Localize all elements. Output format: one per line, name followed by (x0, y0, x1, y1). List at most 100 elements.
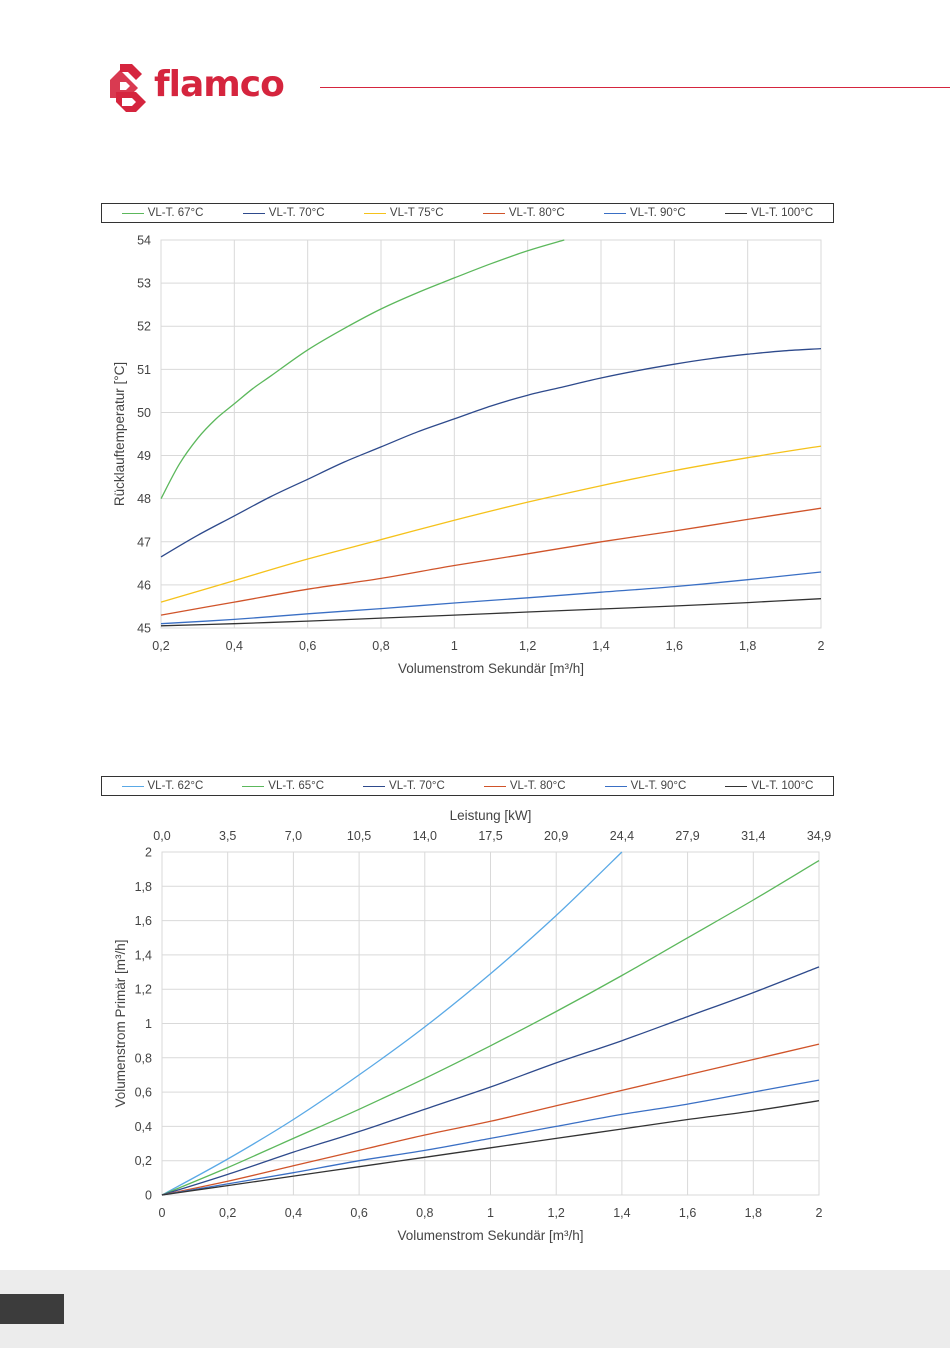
x-tick-label: 0,8 (416, 1206, 433, 1220)
series-line (161, 860, 820, 1196)
series-line (160, 507, 822, 616)
x2-tick-label: 14,0 (413, 829, 437, 843)
x-tick-label: 0,2 (219, 1206, 236, 1220)
x2-tick-label: 31,4 (741, 829, 765, 843)
footer-band (0, 1270, 950, 1348)
x-tick-label: 0,4 (226, 639, 243, 653)
y-tick-label: 46 (137, 578, 151, 592)
y-tick-label: 1 (145, 1017, 152, 1031)
legend-label: VL-T. 70°C (389, 780, 445, 792)
chart2-primary-flow: 0 0,2 0,4 0,6 0,8 1 1,2 1,4 1,6 1,8 2 0 0,2 0,4 0,6 0,8… (113, 808, 831, 1243)
x2-tick-label: 34,9 (807, 829, 831, 843)
x-tick-label: 0,2 (152, 639, 169, 653)
y-tick-label: 54 (137, 234, 151, 248)
x-tick-label: 1 (487, 1206, 494, 1220)
x2-tick-label: 0,0 (153, 829, 170, 843)
y-tick-label: 2 (145, 846, 152, 860)
legend-item: VL-T. 90°C (604, 207, 686, 219)
x-tick-label: 1,4 (592, 639, 609, 653)
y-tick-label: 52 (137, 320, 151, 334)
legend-swatch (121, 785, 144, 787)
legend-label: VL-T. 100°C (751, 207, 814, 219)
x-tick-label: 1,2 (548, 1206, 565, 1220)
legend-item: VL-T. 80°C (482, 207, 565, 219)
legend-item: VL-T. 80°C (483, 780, 566, 792)
legend-item: VL-T. 70°C (363, 780, 445, 792)
y-axis-label: Volumenstrom Primär [m³/h] (113, 939, 128, 1107)
plot-area (160, 239, 822, 629)
x-axis-label: Volumenstrom Sekundär [m³/h] (398, 661, 584, 676)
legend-label: VL-T. 80°C (508, 207, 565, 219)
x-tick-label: 0,6 (299, 639, 316, 653)
legend-swatch (604, 785, 627, 787)
series-line (160, 239, 565, 500)
x2-tick-label: 7,0 (285, 829, 302, 843)
series-line (160, 445, 822, 603)
legend-item: VL-T. 70°C (242, 207, 325, 219)
x-tick-label: 2 (818, 639, 825, 653)
legend-label: VL-T. 80°C (509, 780, 566, 792)
series-line (161, 1043, 820, 1196)
x-axis-label: Volumenstrom Sekundär [m³/h] (397, 1228, 583, 1243)
y-tick-label: 45 (137, 622, 151, 636)
legend-swatch (725, 785, 748, 787)
x2-tick-label: 27,9 (675, 829, 699, 843)
legend-swatch (363, 212, 386, 214)
legend-swatch (725, 212, 748, 214)
x2-tick-label: 3,5 (219, 829, 236, 843)
x-tick-label: 1,2 (519, 639, 536, 653)
y-tick-label: 48 (137, 492, 151, 506)
flamco-logo: flamco (106, 60, 296, 116)
x2-axis-label: Leistung [kW] (450, 808, 532, 823)
legend-item: VL-T. 65°C (242, 780, 324, 792)
chart2-legend: VL-T. 62°C VL-T. 65°C VL-T. 70°C VL-T. 80°C… (101, 776, 834, 796)
series-line (161, 1079, 820, 1196)
legend-swatch (242, 212, 265, 214)
y-tick-label: 1,6 (135, 914, 152, 928)
legend-swatch (242, 785, 265, 787)
y-tick-label: 50 (137, 406, 151, 420)
legend-label: VL-T. 62°C (147, 780, 204, 792)
legend-item: VL-T. 100°C (725, 207, 813, 219)
x2-tick-label: 10,5 (347, 829, 371, 843)
series-line (160, 571, 822, 625)
legend-label: VL-T. 65°C (268, 780, 325, 792)
x-tick-label: 0,6 (350, 1206, 367, 1220)
legend-item: VL-T. 90°C (604, 780, 687, 792)
y-tick-label: 47 (137, 535, 151, 549)
x2-tick-label: 17,5 (478, 829, 502, 843)
y-tick-label: 0,8 (135, 1051, 152, 1065)
brand-name: flamco (154, 64, 285, 105)
legend-label: VL-T. 90°C (630, 780, 687, 792)
x-tick-label: 1 (451, 639, 458, 653)
y-tick-label: 49 (137, 449, 151, 463)
series-line (161, 966, 820, 1196)
x-tick-label: 1,8 (739, 639, 756, 653)
legend-swatch (482, 212, 505, 214)
legend-label: VL-T. 70°C (268, 207, 325, 219)
legend-item: VL-T 75°C (363, 207, 444, 219)
x-tick-label: 1,8 (745, 1206, 762, 1220)
y-tick-label: 0,6 (135, 1086, 152, 1100)
x-tick-label: 0,4 (285, 1206, 302, 1220)
legend-label: VL-T 75°C (389, 207, 444, 219)
chart1-return-temperature: 0,2 0,4 0,6 0,8 1 1,2 1,4 1,6 1,8 2 45 46 47 48 49 50 51… (112, 234, 825, 677)
legend-label: VL-T. 90°C (630, 207, 686, 219)
y-tick-label: 53 (137, 277, 151, 291)
legend-swatch (604, 212, 626, 214)
y-tick-label: 1,8 (135, 880, 152, 894)
x-tick-label: 0 (159, 1206, 166, 1220)
x2-tick-label: 24,4 (610, 829, 634, 843)
header-rule (320, 87, 950, 88)
x2-tick-label: 20,9 (544, 829, 568, 843)
flamco-logo-mark-icon (110, 64, 146, 112)
x-tick-label: 0,8 (372, 639, 389, 653)
legend-item: VL-T. 100°C (725, 780, 813, 792)
y-tick-label: 0 (145, 1189, 152, 1203)
series-line (161, 1100, 820, 1196)
chart1-legend: VL-T. 67°C VL-T. 70°C VL-T 75°C VL-T. 80°C V… (101, 203, 834, 223)
x-tick-label: 2 (816, 1206, 823, 1220)
series-line (161, 851, 623, 1196)
y-tick-label: 0,4 (135, 1120, 152, 1134)
y-axis-label: Rücklauftemperatur [°C] (112, 362, 127, 506)
